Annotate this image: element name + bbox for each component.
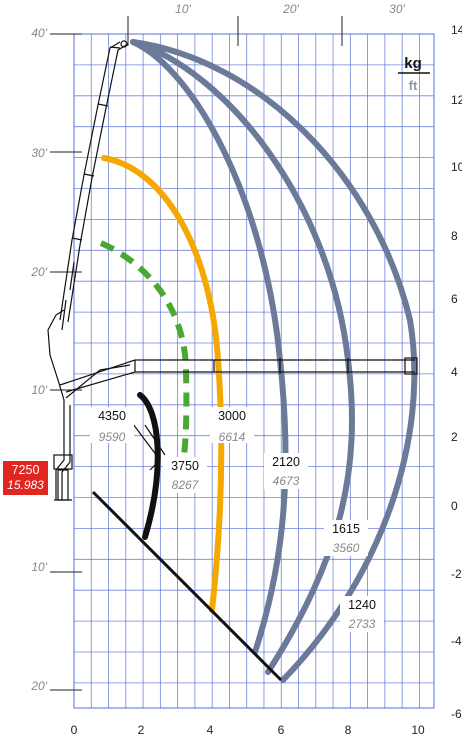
zone-kg: 2120 (272, 455, 300, 469)
x-axis-ft-tick: 10' (175, 2, 191, 16)
max-capacity-badge: 7250 15.983 (3, 461, 48, 495)
zone-lb: 6614 (219, 430, 246, 444)
y-axis-ft-tick: 10' (31, 560, 47, 574)
green-dashed-curve (99, 240, 190, 456)
envelope-curve-middle (130, 39, 355, 675)
zone-lb: 9590 (99, 430, 126, 444)
x-axis-tick: 0 (71, 723, 78, 737)
zone-kg: 1615 (332, 522, 360, 536)
y-axis-tick: 2 (451, 430, 458, 444)
x-axis-ft-tick: 30' (389, 2, 405, 16)
y-axis-tick: 0 (451, 499, 458, 513)
zone-label-bg (340, 596, 384, 632)
unit-kg-label: kg (404, 55, 422, 72)
zone-label-bg (210, 407, 254, 443)
max-capacity-kg: 7250 (11, 463, 40, 477)
zone-kg: 3000 (218, 409, 246, 423)
x-axis-tick: 4 (207, 723, 214, 737)
zone-labels: 4350 9590 3750 8267 3000 6614 2120 4673 1615 3560… (90, 407, 384, 632)
zone-lb: 3560 (333, 541, 360, 555)
zone-lb: 4673 (273, 474, 300, 488)
zone-kg: 3750 (171, 459, 199, 473)
y-axis-ft-tick: 20' (30, 679, 47, 693)
y-axis-ft-tick: 10' (31, 383, 47, 397)
y-axis-tick: 12 (451, 93, 462, 107)
zone-lb: 8267 (172, 478, 200, 492)
x-axis-tick: 8 (345, 723, 352, 737)
y-axis-tick: -6 (451, 707, 462, 721)
zone-kg: 1240 (348, 598, 376, 612)
y-axis-ft-tick: 40' (31, 26, 47, 40)
crane-drawing (47, 40, 418, 501)
zone-label-bg (90, 407, 134, 443)
unit-ft-label: ft (409, 78, 418, 93)
zone-kg: 4350 (98, 409, 126, 423)
y-axis-ft-tick: 20' (30, 265, 47, 279)
x-axis-tick: 6 (278, 723, 285, 737)
axis-labels: 0 2 4 6 8 10 10' 20' 30' 14 12 10 8 6 4 2 0 -2 -4 -6 40' 30' 2… (30, 2, 462, 737)
y-axis-tick: -2 (451, 567, 462, 581)
y-axis-tick: 14 (451, 23, 462, 37)
y-axis-tick: 4 (451, 365, 458, 379)
zone-label-bg (264, 453, 308, 489)
reach-limit-line (91, 490, 283, 682)
envelope-curve-inner (130, 39, 289, 655)
y-axis-tick: 10 (451, 160, 462, 174)
max-capacity-lb: 15.983 (7, 478, 44, 492)
yellow-curve (101, 155, 225, 613)
black-curve (137, 392, 161, 540)
zone-lb: 2733 (348, 617, 376, 631)
y-axis-ft-tick: 30' (31, 146, 47, 160)
x-axis-ft-tick: 20' (282, 2, 299, 16)
y-axis-tick: 8 (451, 229, 458, 243)
y-axis-tick: 6 (451, 292, 458, 306)
zone-label-bg (324, 520, 368, 556)
zone-label-bg (163, 457, 207, 493)
envelope-curve-outer (130, 39, 418, 683)
x-axis-tick: 2 (138, 723, 145, 737)
x-axis-tick: 10 (411, 723, 425, 737)
y-axis-tick: -4 (451, 634, 462, 648)
